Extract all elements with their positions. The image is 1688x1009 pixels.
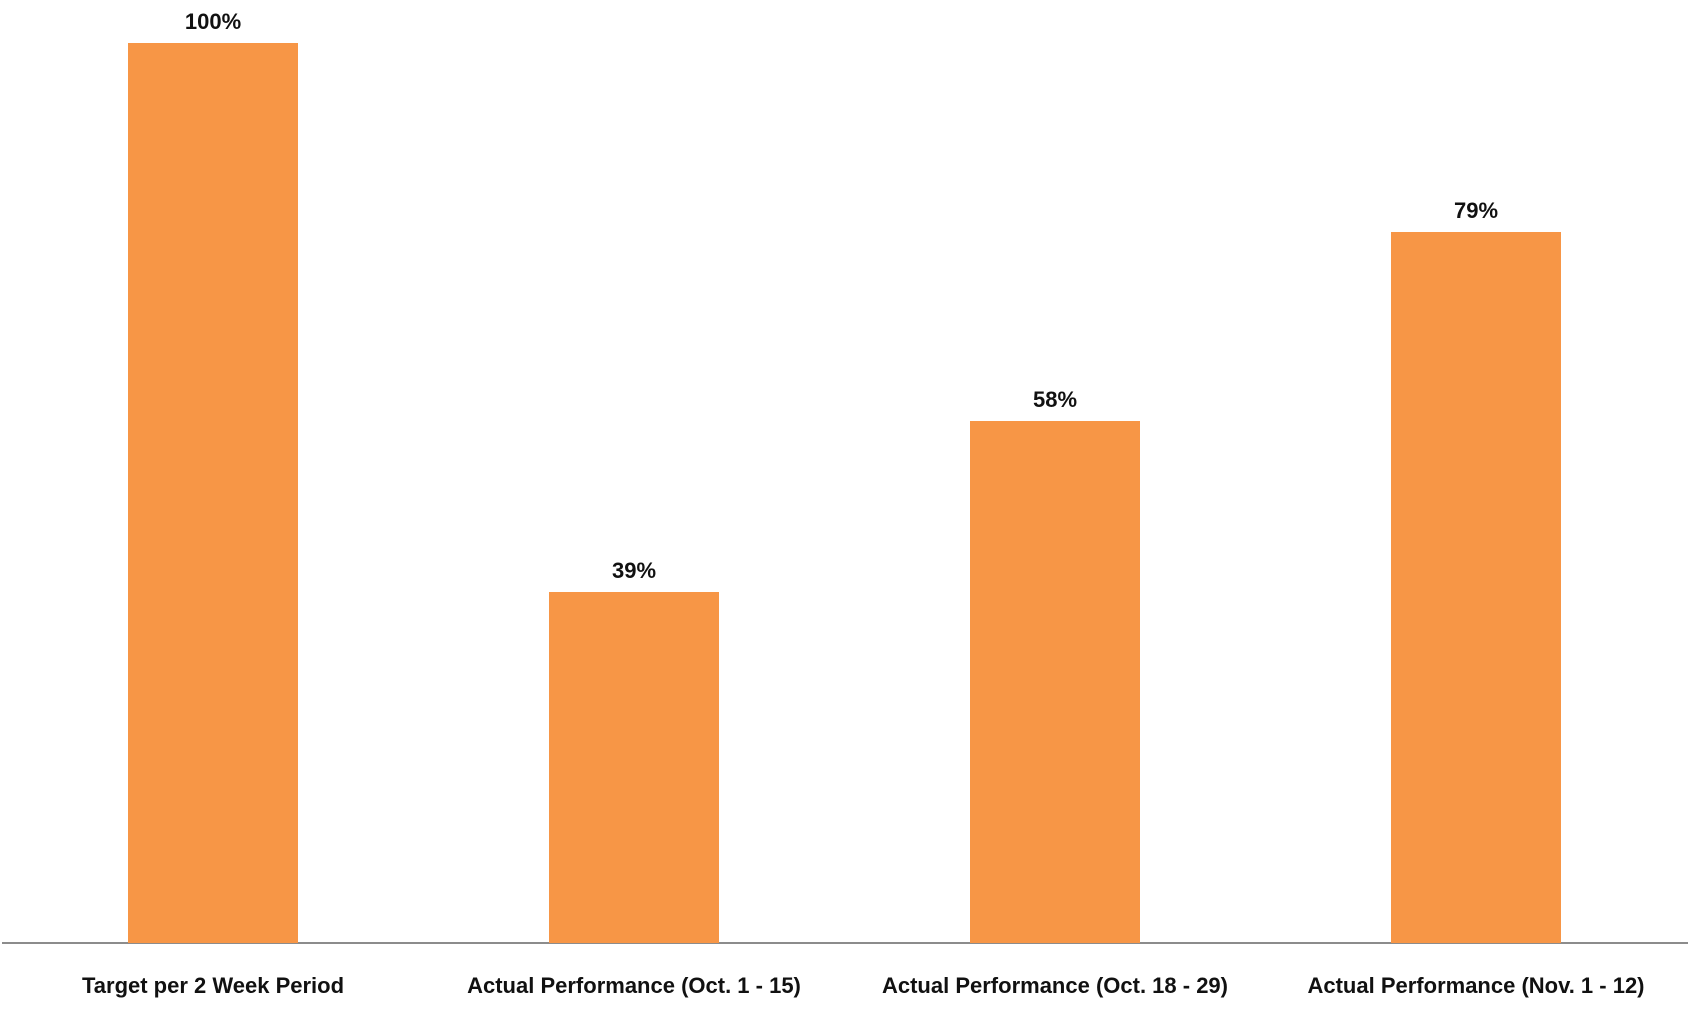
x-tick-label-4: Actual Performance (Nov. 1 - 12) bbox=[1307, 973, 1644, 998]
data-labels-layer: 100% 39% 58% 79% bbox=[185, 9, 1498, 583]
x-tick-label-1: Target per 2 Week Period bbox=[82, 973, 344, 998]
bar-4 bbox=[1391, 232, 1561, 943]
x-tick-label-2: Actual Performance (Oct. 1 - 15) bbox=[467, 973, 801, 998]
bar-2 bbox=[549, 592, 719, 943]
x-tick-label-3: Actual Performance (Oct. 18 - 29) bbox=[882, 973, 1228, 998]
x-tick-labels-layer: Target per 2 Week Period Actual Performan… bbox=[82, 973, 1645, 998]
data-label-1: 100% bbox=[185, 9, 241, 34]
data-label-3: 58% bbox=[1033, 387, 1077, 412]
bars-layer bbox=[128, 43, 1561, 943]
bar-3 bbox=[970, 421, 1140, 943]
bar-1 bbox=[128, 43, 298, 943]
data-label-4: 79% bbox=[1454, 198, 1498, 223]
data-label-2: 39% bbox=[612, 558, 656, 583]
